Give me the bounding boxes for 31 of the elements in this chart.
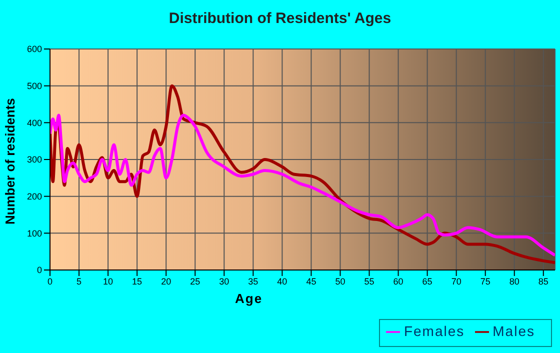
x-tick-label: 20: [161, 276, 172, 286]
x-tick-label: 30: [219, 276, 230, 286]
y-tick-label: 400: [26, 118, 42, 128]
y-tick-label: 100: [26, 228, 42, 238]
line-series: [50, 114, 555, 257]
x-axis-title: Age: [235, 291, 263, 306]
x-tick-label: 45: [306, 276, 316, 286]
x-tick-label: 55: [364, 276, 374, 286]
legend-label: Females: [404, 323, 465, 339]
x-tick-label: 75: [480, 276, 490, 286]
x-tick-label: 65: [422, 276, 432, 286]
y-tick-label: 500: [26, 81, 42, 92]
y-tick-label: 600: [26, 44, 42, 54]
x-tick-label: 50: [335, 276, 346, 286]
x-tick-label: 5: [76, 276, 82, 286]
y-tick-label: 200: [26, 192, 42, 202]
legend-label: Males: [492, 323, 535, 339]
chart-title: Distribution of Residents' Ages: [168, 10, 392, 27]
x-tick-label: 25: [190, 276, 200, 286]
y-axis-title: Number of residents: [2, 98, 18, 224]
x-tick-label: 0: [47, 276, 53, 286]
x-tick-label: 35: [248, 276, 258, 286]
x-tick-label: 60: [393, 276, 404, 286]
y-tick-label: 0: [36, 265, 42, 276]
x-tick-label: 85: [538, 276, 548, 286]
x-tick-label: 15: [132, 276, 142, 286]
x-tick-label: 10: [103, 276, 114, 286]
x-tick-label: 70: [451, 276, 462, 286]
y-tick-label: 300: [26, 154, 42, 165]
x-tick-label: 40: [277, 276, 288, 286]
x-tick-label: 80: [509, 276, 520, 286]
